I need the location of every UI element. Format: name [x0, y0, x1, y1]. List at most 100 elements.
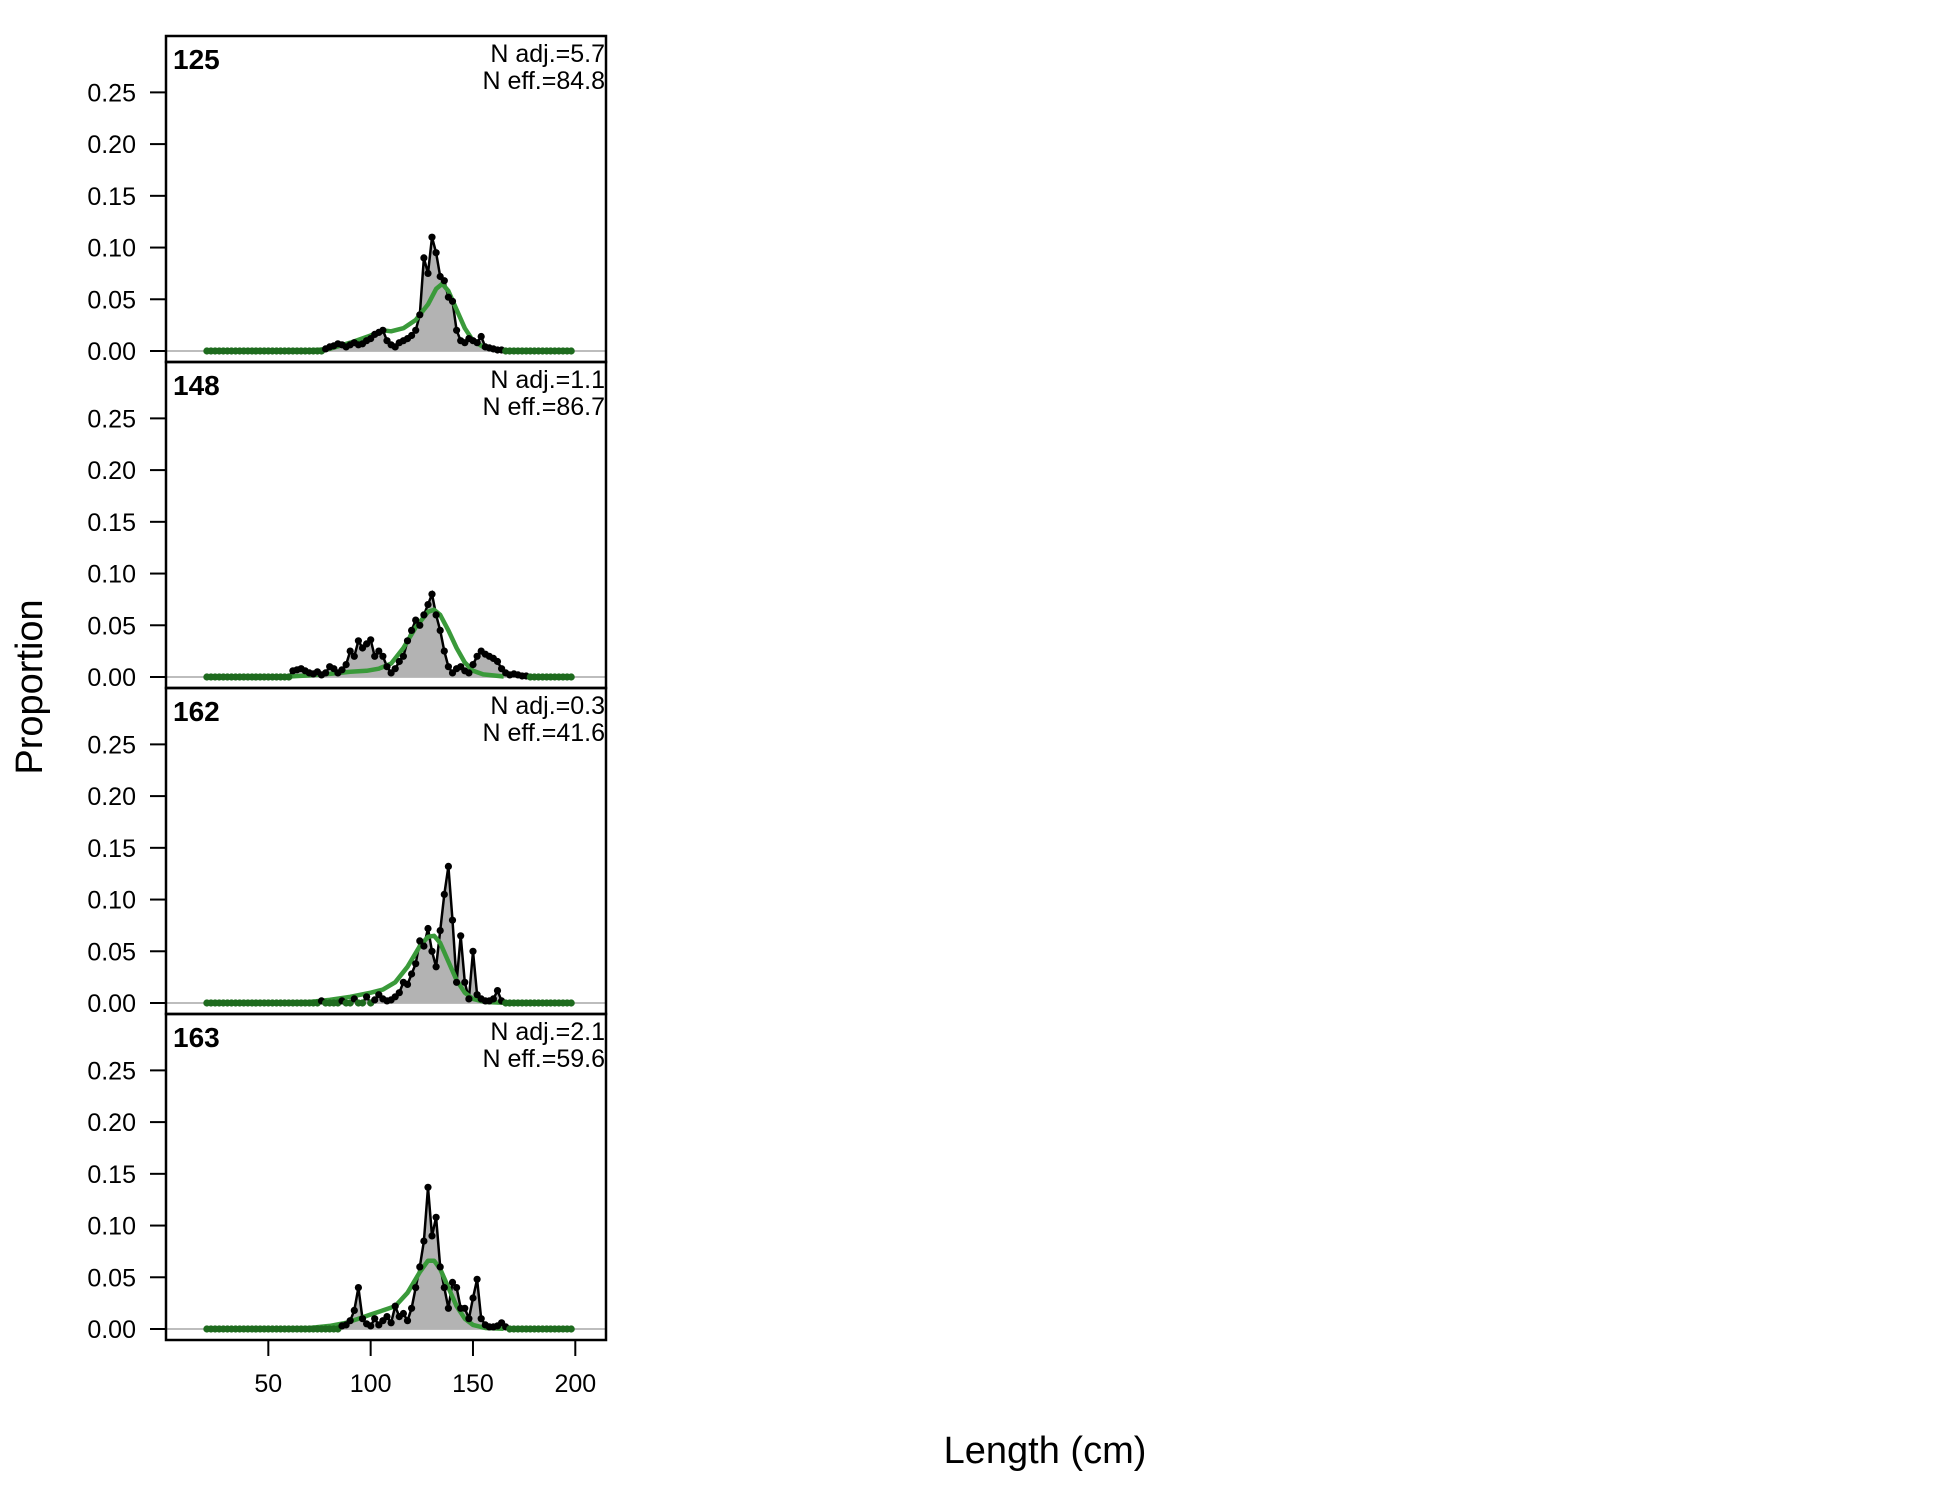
observed-point — [346, 1317, 354, 1325]
observed-point — [395, 657, 403, 666]
observed-point — [367, 1322, 375, 1330]
observed-point — [412, 1284, 420, 1292]
observed-point — [432, 963, 440, 971]
observed-point — [453, 978, 461, 986]
observed-fill — [206, 237, 572, 351]
observed-point — [420, 1237, 428, 1245]
panel-label: 125 — [173, 44, 220, 75]
observed-point — [465, 1315, 473, 1323]
observed-point — [371, 652, 379, 660]
y-tick-label: 0.20 — [87, 1109, 136, 1137]
x-tick-label: 50 — [254, 1370, 282, 1398]
observed-point — [399, 1309, 407, 1318]
y-tick-label: 0.15 — [87, 835, 136, 863]
n-adj-label: N adj.=0.3 — [490, 692, 605, 720]
observed-point — [436, 927, 444, 935]
y-tick-label: 0.20 — [87, 457, 136, 485]
zero-point — [358, 999, 367, 1007]
observed-point — [428, 233, 436, 241]
observed-point — [420, 942, 428, 950]
expected-line — [288, 933, 504, 1006]
observed-point — [432, 249, 440, 257]
observed-point — [387, 1319, 395, 1327]
observed-point — [379, 652, 387, 660]
observed-point — [375, 647, 383, 655]
observed-point — [403, 1317, 412, 1325]
observed-point — [461, 1304, 469, 1312]
observed-point — [408, 626, 416, 635]
panel-frame — [164, 1012, 608, 1342]
zero-point — [567, 347, 575, 355]
y-axis-title: Proportion — [9, 599, 51, 774]
y-tick-label: 0.00 — [87, 338, 136, 366]
observed-point — [383, 1313, 391, 1321]
observed-point — [342, 661, 350, 669]
n-adj-label: N adj.=2.1 — [490, 1018, 605, 1046]
observed-point — [408, 1304, 416, 1312]
y-tick-label: 0.10 — [87, 1213, 136, 1241]
observed-point — [465, 669, 473, 677]
panel-label: 163 — [173, 1022, 220, 1053]
panel-label: 148 — [173, 370, 220, 401]
observed-point — [399, 652, 407, 660]
observed-point — [391, 1302, 399, 1310]
n-eff-label: N eff.=84.8 — [482, 67, 605, 95]
observed-point — [444, 663, 452, 671]
observed-point — [432, 611, 440, 619]
observed-point — [371, 1315, 379, 1323]
observed-point — [457, 932, 465, 940]
observed-point — [358, 1315, 367, 1323]
y-tick-label: 0.05 — [87, 938, 136, 966]
observed-point — [391, 665, 399, 673]
observed-point — [473, 339, 481, 347]
observed-point — [403, 637, 412, 645]
observed-point — [354, 1284, 362, 1292]
observed-point — [489, 995, 497, 1003]
observed-point — [473, 652, 481, 660]
y-tick-label: 0.00 — [87, 990, 136, 1018]
observed-line — [206, 236, 572, 353]
observed-point — [416, 937, 424, 945]
x-tick-label: 100 — [350, 1370, 392, 1398]
observed-point — [383, 663, 391, 671]
observed-point — [424, 924, 432, 933]
observed-point — [477, 1315, 485, 1323]
observed-point — [350, 652, 358, 660]
observed-point — [440, 890, 448, 899]
observed-point — [395, 989, 403, 997]
y-tick-label: 0.00 — [87, 664, 136, 692]
x-axis-title: Length (cm) — [944, 1430, 1147, 1472]
y-tick-label: 0.25 — [87, 405, 136, 433]
observed-point — [367, 636, 375, 644]
zero-point — [285, 673, 293, 681]
observed-point — [403, 980, 412, 989]
observed-point — [379, 326, 387, 334]
observed-point — [428, 1232, 436, 1240]
observed-point — [453, 326, 461, 334]
observed-point — [469, 947, 477, 955]
observed-point — [469, 1294, 477, 1302]
y-tick-label: 0.25 — [87, 731, 136, 759]
y-tick-label: 0.05 — [87, 612, 136, 640]
observed-point — [465, 995, 473, 1003]
zero-point — [567, 673, 575, 681]
zero-point — [567, 999, 575, 1007]
observed-point — [440, 277, 448, 285]
observed-point — [432, 1213, 440, 1221]
observed-point — [428, 947, 436, 955]
observed-point — [416, 1263, 424, 1271]
n-adj-label: N adj.=1.1 — [490, 366, 605, 394]
observed-point — [322, 669, 330, 677]
observed-point — [350, 1306, 358, 1314]
y-tick-label: 0.25 — [87, 1057, 136, 1085]
observed-fill — [206, 866, 572, 1003]
observed-point — [416, 311, 424, 319]
n-eff-label: N eff.=41.6 — [482, 719, 605, 747]
observed-point — [440, 647, 448, 655]
observed-point — [444, 862, 452, 871]
observed-point — [493, 657, 502, 666]
observed-line — [206, 866, 572, 1005]
observed-point — [354, 637, 362, 645]
y-tick-label: 0.15 — [87, 509, 136, 537]
